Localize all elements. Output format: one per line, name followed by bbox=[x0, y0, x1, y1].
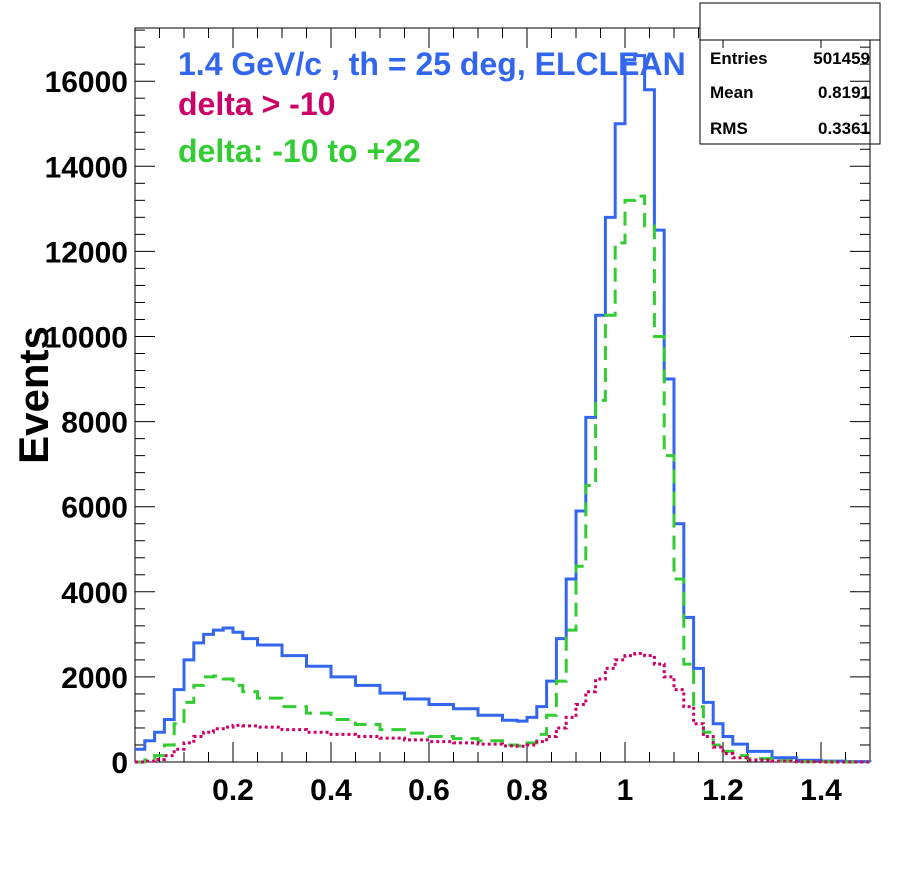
y-tick-label: 6000 bbox=[61, 492, 128, 525]
y-tick-label: 16000 bbox=[45, 66, 128, 99]
x-tick-label: 0.8 bbox=[506, 774, 548, 807]
y-tick-label: 12000 bbox=[45, 236, 128, 269]
series-line-1 bbox=[135, 194, 870, 764]
y-tick-label: 8000 bbox=[61, 407, 128, 440]
stats-rms-value: 0.3361 bbox=[818, 119, 870, 138]
x-tick-label: 1.4 bbox=[800, 774, 842, 807]
x-tick-label: 0.2 bbox=[212, 774, 254, 807]
x-tick-label: 0.6 bbox=[408, 774, 450, 807]
x-tick-label: 0.4 bbox=[310, 774, 352, 807]
series-group bbox=[135, 54, 872, 764]
x-tick-label: 1 bbox=[617, 774, 634, 807]
stats-box-header bbox=[699, 2, 881, 41]
x-axis-ticks: 0.2 0.4 0.6 0.8 1 1.2 1.4 bbox=[159, 28, 846, 807]
y-tick-label: 4000 bbox=[61, 577, 128, 610]
y-tick-label: 0 bbox=[111, 747, 128, 780]
stats-entries-label: Entries bbox=[710, 49, 768, 68]
y-tick-label: 14000 bbox=[45, 151, 128, 184]
stats-rms-label: RMS bbox=[710, 119, 748, 138]
x-tick-label: 1.2 bbox=[702, 774, 744, 807]
series-line-0 bbox=[135, 54, 872, 764]
stats-entries-value: 501459 bbox=[813, 49, 870, 68]
series-line-2 bbox=[135, 651, 870, 764]
y-axis-title: Events bbox=[10, 326, 57, 464]
stats-mean-value: 0.8191 bbox=[818, 83, 870, 102]
y-axis-ticks: 0 2000 4000 6000 8000 10000 12000 14000 16000 bbox=[45, 29, 870, 780]
y-tick-label: 10000 bbox=[45, 321, 128, 354]
stats-mean-label: Mean bbox=[710, 83, 753, 102]
stats-box-body bbox=[699, 39, 881, 145]
stats-box: Entries 501459 Mean 0.8191 RMS 0.3361 bbox=[699, 2, 881, 145]
legend-entry-magenta: delta > -10 bbox=[178, 86, 335, 122]
y-tick-label: 2000 bbox=[61, 662, 128, 695]
legend-entry-green: delta: -10 to +22 bbox=[178, 133, 421, 169]
legend: 1.4 GeV/c , th = 25 deg, ELCLEAN delta >… bbox=[178, 46, 686, 169]
legend-entry-blue: 1.4 GeV/c , th = 25 deg, ELCLEAN bbox=[178, 46, 686, 82]
